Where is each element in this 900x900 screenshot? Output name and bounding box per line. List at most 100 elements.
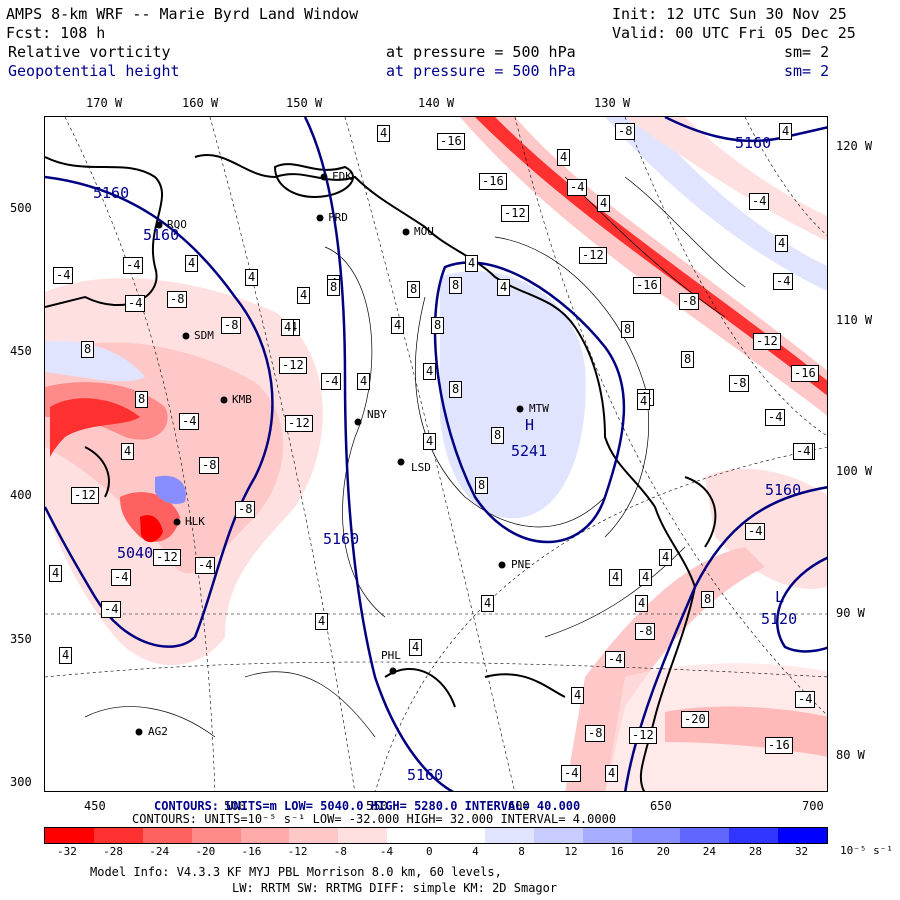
vort-label: -8 [167,291,188,308]
vort-label: -16 [633,277,661,294]
colorbar-tick-label: -32 [57,845,77,858]
station-label: KMB [232,393,252,406]
neg-band-east [625,117,827,242]
vort-label: -12 [579,247,607,264]
vort-label: 4 [635,595,649,612]
colorbar-tick-label: 16 [610,845,624,858]
station-dot-mou [402,228,410,236]
vort-label: 4 [59,647,73,664]
vort-label: -16 [479,173,507,190]
lon-label-top: 160 W [182,96,219,110]
lon-label-top: 130 W [594,96,631,110]
vort-label: -16 [765,737,793,754]
vort-label: 4 [377,125,391,142]
colorbar-tick-label: 20 [656,845,670,858]
station-dot-ag2 [135,728,143,736]
colorbar-tick-label: 4 [472,845,479,858]
lon-label-right: 120 W [836,139,873,153]
vorticity-shading [45,117,827,791]
vort-label: 4 [659,549,673,566]
neg-vort-strong-3 [140,515,163,543]
station-label: AG2 [148,725,168,738]
vort-label: -4 [179,413,200,430]
station-dot-pne [498,561,506,569]
vort-label: 4 [423,363,437,380]
colorbar-tick-label: -4 [379,845,394,858]
vort-label: 4 [609,569,623,586]
x-label-bottom: 650 [650,799,672,813]
height-label: 5241 [511,442,548,460]
pos-vort-band-west [45,341,145,382]
station-dot-rqo [155,221,163,229]
neg-vort-strong-1 [50,398,140,457]
vort-label: -8 [199,457,220,474]
vort-label: -8 [221,317,242,334]
vort-label: 4 [315,613,329,630]
height-label: 5160 [93,184,130,202]
colorbar-tick-label: -28 [103,845,124,858]
pos-band-northeast [605,117,827,292]
vort-label: 4 [245,269,259,286]
vort-label: 4 [637,393,651,410]
neg-band-south [565,547,765,791]
vort-label: 4 [423,433,437,450]
vort-label: 4 [297,287,311,304]
vort-label: 4 [465,255,479,272]
vort-label: 4 [605,765,619,782]
vort-label: 4 [639,569,653,586]
colorbar-units: 10⁻⁵ s⁻¹ [840,844,893,857]
vort-label: -8 [679,293,700,310]
station-dot-frd [316,214,324,222]
station-label: LSD [411,461,431,474]
colorbar-tick-label: 32 [794,845,809,858]
vort-label: 8 [407,281,421,298]
station-label: MOU [414,225,434,238]
height-label: 5120 [761,610,798,628]
vort-label: -4 [745,523,766,540]
vort-label: -4 [795,691,816,708]
station-dot-fdk [320,173,328,181]
y-label-left: 450 [10,344,32,358]
height-contour-info: CONTOURS: UNITS=m LOW= 5040.0 HIGH= 5280… [154,799,581,813]
vort-label: -8 [729,375,750,392]
vort-label: -4 [111,569,132,586]
field2-level: at pressure = 500 hPa [386,62,576,80]
vort-label: 4 [481,595,495,612]
vort-label: -4 [125,295,146,312]
colorbar-tick-label: -16 [241,845,262,858]
vort-label: -12 [71,487,99,504]
y-label-left: 400 [10,488,32,502]
pos-vort-center [440,271,586,519]
station-label: PNE [511,558,531,571]
forecast-hour: Fcst: 108 h [6,24,106,42]
lon-label-right: 110 W [836,313,873,327]
height-contour-5241-high [433,261,626,544]
colorbar-tick-label: -20 [195,845,216,858]
vort-label: -4 [561,765,582,782]
height-contour-low [776,556,827,653]
vort-label: 8 [431,317,445,334]
vort-label: -4 [53,267,74,284]
vort-label: -16 [437,133,465,150]
vort-label: 8 [491,427,505,444]
station-label: FRD [328,211,348,224]
vort-label: 4 [185,255,199,272]
high-marker: H [525,416,535,434]
vort-label: 8 [475,477,489,494]
station-dot-nby [354,418,362,426]
height-label: 5160 [323,530,360,548]
vort-label: 8 [81,341,95,358]
lon-label-top: 140 W [418,96,455,110]
model-info-line-2: LW: RRTM SW: RRTMG DIFF: simple KM: 2D S… [232,881,558,895]
station-dot-mtw [516,405,524,413]
station-label: FDK [332,170,352,183]
low-marker: L [775,588,785,606]
x-label-bottom: 500 [224,799,246,813]
field1-smoothing: sm= 2 [784,43,830,61]
field1-level: at pressure = 500 hPa [386,43,576,61]
vort-label: -4 [749,193,770,210]
vort-label: 8 [681,351,695,368]
vort-label: 4 [597,195,611,212]
map-panel: FDK FRD MOU RQO SDM KMB NBY LSD MTW PNE … [44,116,828,792]
vort-label: -12 [285,415,313,432]
